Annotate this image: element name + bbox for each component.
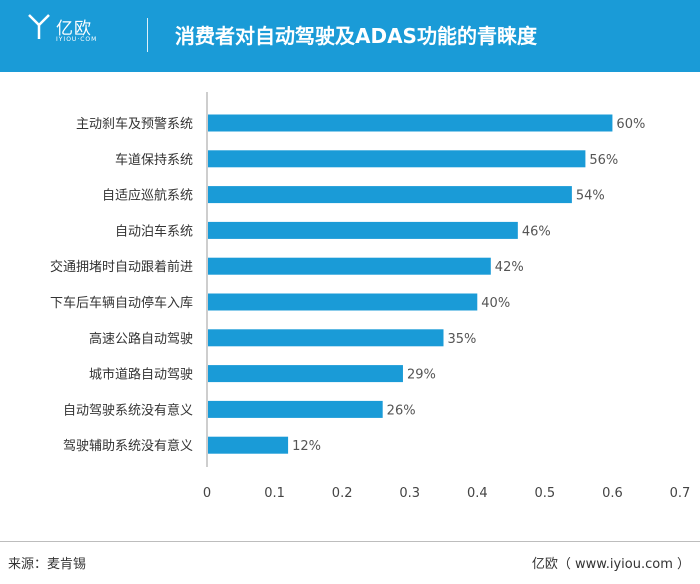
bar	[208, 186, 572, 204]
x-tick-label: 0	[203, 486, 211, 501]
bar	[208, 329, 444, 347]
data-label: 56%	[589, 153, 618, 168]
category-label: 自动泊车系统	[115, 223, 193, 239]
data-label: 12%	[292, 439, 321, 454]
category-label: 自动驾驶系统没有意义	[63, 402, 193, 418]
x-tick-label: 0.7	[670, 486, 691, 501]
chart-area: 主动刹车及预警系统 60% 车道保持系统 56% 自适应巡航系统 54% 自动泊车系统 46%…	[0, 72, 700, 542]
data-label: 54%	[576, 189, 605, 204]
data-label: 60%	[616, 117, 645, 132]
footer-divider	[0, 541, 700, 542]
header-divider	[147, 18, 148, 52]
x-tick-label: 0.1	[264, 486, 285, 501]
data-label: 42%	[495, 260, 524, 275]
data-label: 29%	[407, 368, 436, 383]
bar	[208, 221, 518, 239]
header-banner: 亿欧 IYIOU·COM 消费者对自动驾驶及ADAS功能的青睐度	[0, 0, 700, 72]
data-label: 40%	[481, 296, 510, 311]
data-label: 46%	[522, 224, 551, 239]
x-tick-label: 0.3	[399, 486, 420, 501]
yiou-logo-icon	[28, 14, 50, 39]
category-label: 车道保持系统	[115, 152, 193, 168]
category-label: 自适应巡航系统	[102, 188, 193, 204]
x-tick-label: 0.2	[332, 486, 353, 501]
logo-subtext: IYIOU·COM	[56, 36, 98, 43]
credit-note: 亿欧（ www.iyiou.com ）	[531, 557, 690, 572]
chart-title: 消费者对自动驾驶及ADAS功能的青睐度	[175, 24, 537, 48]
bar	[208, 365, 403, 383]
category-label: 下车后车辆自动停车入库	[50, 295, 193, 311]
category-label: 驾驶辅助系统没有意义	[63, 438, 193, 454]
bar	[208, 400, 383, 418]
data-label: 35%	[448, 332, 477, 347]
bar	[208, 150, 586, 168]
x-tick-label: 0.5	[535, 486, 556, 501]
bar-chart: 主动刹车及预警系统 60% 车道保持系统 56% 自适应巡航系统 54% 自动泊车系统 46%…	[50, 92, 691, 501]
logo-text: 亿欧	[56, 19, 92, 39]
bar	[208, 436, 289, 454]
x-tick-label: 0.6	[602, 486, 623, 501]
category-label: 交通拥堵时自动跟着前进	[50, 259, 193, 275]
bar	[208, 293, 478, 311]
data-label: 26%	[387, 403, 416, 418]
source-note: 来源：麦肯锡	[8, 557, 87, 572]
category-label: 高速公路自动驾驶	[89, 331, 193, 347]
x-tick-label: 0.4	[467, 486, 488, 501]
category-label: 主动刹车及预警系统	[76, 116, 193, 132]
bar	[208, 114, 613, 132]
category-label: 城市道路自动驾驶	[89, 367, 193, 383]
bar	[208, 257, 491, 275]
